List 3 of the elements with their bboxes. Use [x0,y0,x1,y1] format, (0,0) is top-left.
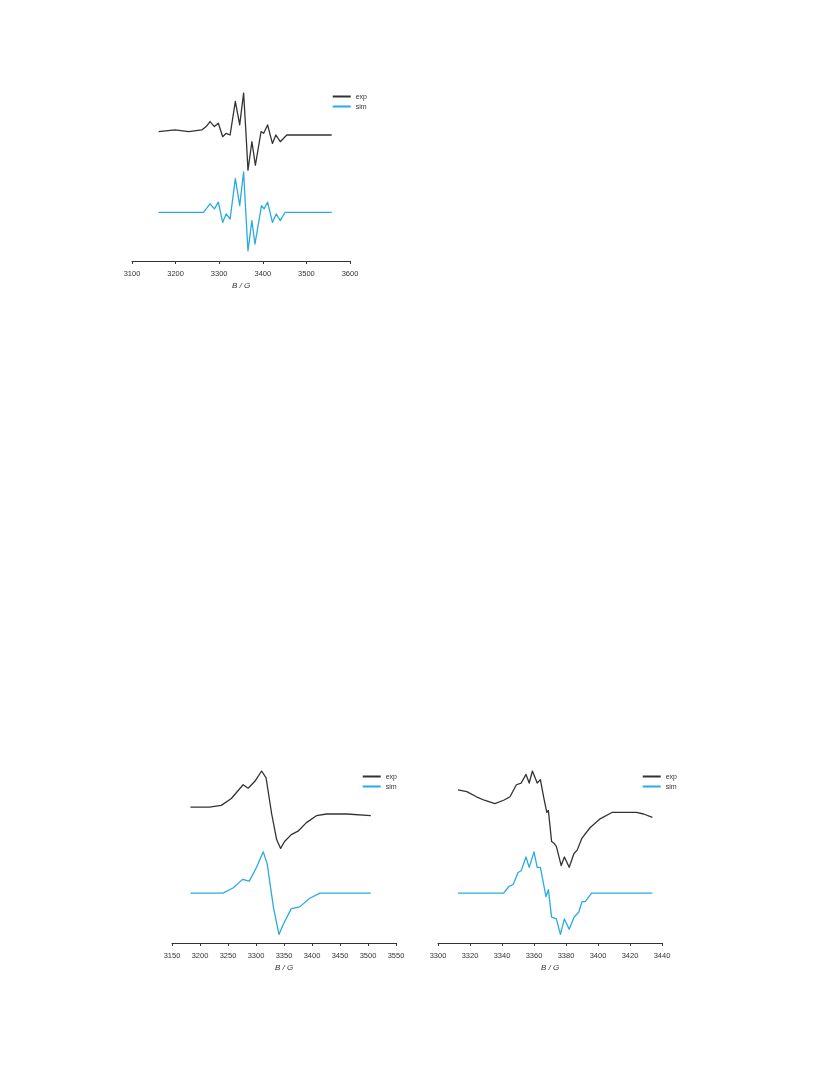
x-axis-title: B / G [231,281,251,291]
x-axis-title: B / G [540,963,560,973]
x-axis-title: B / G [274,963,294,973]
